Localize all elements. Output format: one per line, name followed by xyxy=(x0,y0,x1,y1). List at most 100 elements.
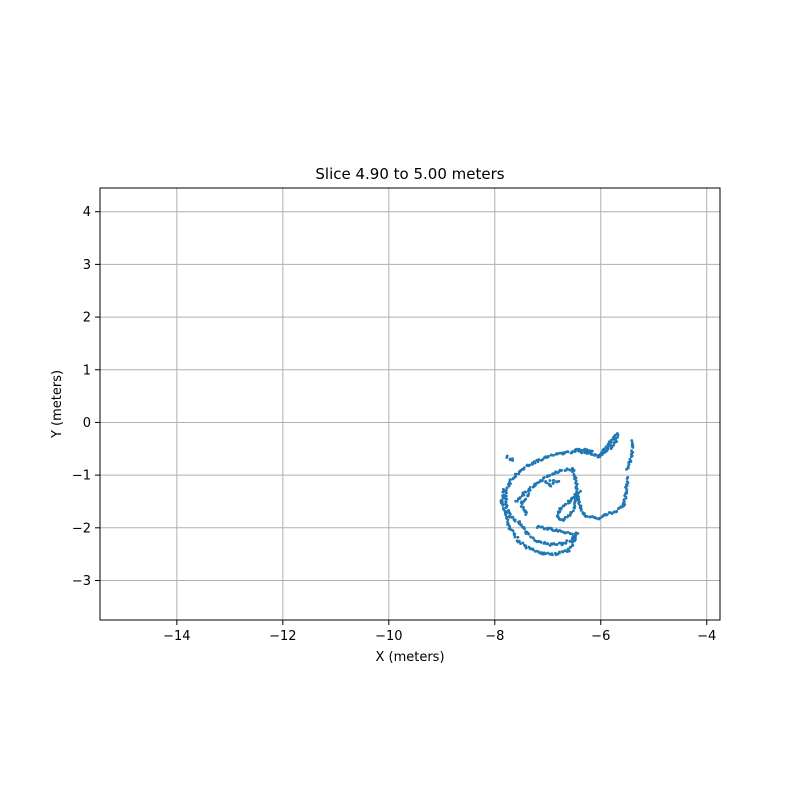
data-point xyxy=(557,480,560,483)
data-point xyxy=(591,453,594,456)
data-point xyxy=(535,459,538,462)
data-point xyxy=(529,486,532,489)
x-tick-label: −10 xyxy=(375,629,402,644)
data-point xyxy=(565,539,568,542)
x-tick-label: −4 xyxy=(697,629,716,644)
y-tick-label: 4 xyxy=(83,205,91,220)
data-point xyxy=(521,506,524,509)
y-tick-label: 2 xyxy=(83,311,91,326)
data-point xyxy=(518,540,521,543)
data-point xyxy=(525,547,528,550)
data-point xyxy=(529,489,532,492)
data-point xyxy=(508,485,511,488)
y-tick-label: 0 xyxy=(83,416,91,431)
data-point xyxy=(626,477,629,480)
data-point xyxy=(526,495,529,498)
data-point xyxy=(552,454,555,457)
data-point xyxy=(552,482,555,485)
data-point xyxy=(610,446,613,449)
data-point xyxy=(572,509,575,512)
data-point xyxy=(524,513,527,516)
data-point xyxy=(531,463,534,466)
data-point xyxy=(566,550,569,553)
data-point xyxy=(552,479,555,482)
y-tick-label: −2 xyxy=(72,521,91,536)
data-point xyxy=(564,516,567,519)
data-point xyxy=(517,536,520,539)
data-point xyxy=(567,450,570,453)
data-point xyxy=(608,511,611,514)
data-point xyxy=(511,478,514,481)
data-point xyxy=(588,450,591,453)
x-tick-label: −8 xyxy=(485,629,504,644)
data-point xyxy=(512,516,515,519)
data-point xyxy=(527,533,530,536)
data-point xyxy=(551,553,554,556)
data-point xyxy=(514,473,517,476)
x-tick-label: −12 xyxy=(269,629,296,644)
x-axis-label: X (meters) xyxy=(375,650,444,665)
data-point xyxy=(631,446,634,449)
x-tick-label: −6 xyxy=(591,629,610,644)
data-point xyxy=(548,527,551,530)
data-point xyxy=(505,506,508,509)
data-point xyxy=(560,469,563,472)
data-point xyxy=(517,472,520,475)
data-point xyxy=(516,500,519,503)
data-point xyxy=(613,441,616,444)
data-point xyxy=(625,492,628,495)
data-point xyxy=(547,455,550,458)
data-point xyxy=(549,484,552,487)
data-point xyxy=(579,490,582,493)
data-point xyxy=(521,492,524,495)
data-point xyxy=(523,527,526,530)
data-point xyxy=(571,533,574,536)
data-point xyxy=(565,542,568,545)
data-point xyxy=(524,491,527,494)
data-point xyxy=(582,511,585,514)
y-axis-label: Y (meters) xyxy=(50,370,65,439)
data-point xyxy=(523,500,526,503)
data-point xyxy=(548,474,551,477)
data-point xyxy=(596,454,599,457)
data-point xyxy=(625,468,628,471)
data-point xyxy=(575,492,578,495)
data-point xyxy=(532,548,535,551)
data-point xyxy=(567,502,570,505)
data-point xyxy=(570,511,573,514)
data-point xyxy=(501,491,504,494)
data-point xyxy=(571,541,574,544)
data-point xyxy=(622,504,625,507)
data-point xyxy=(562,505,565,508)
data-point xyxy=(543,476,546,479)
data-point xyxy=(556,452,559,455)
data-point xyxy=(514,520,517,523)
data-point xyxy=(514,536,517,539)
data-point xyxy=(578,448,581,451)
data-point xyxy=(521,502,524,505)
data-point xyxy=(630,455,633,458)
data-point xyxy=(526,464,529,467)
data-point xyxy=(548,479,551,482)
data-point xyxy=(572,473,575,476)
data-point xyxy=(507,518,510,521)
data-point xyxy=(505,456,508,459)
chart-title: Slice 4.90 to 5.00 meters xyxy=(315,165,504,183)
data-point xyxy=(580,451,583,454)
data-point xyxy=(577,532,580,535)
data-point xyxy=(511,459,514,462)
data-point xyxy=(617,507,620,510)
y-tick-label: −3 xyxy=(72,574,91,589)
data-point xyxy=(573,450,576,453)
data-point xyxy=(505,495,508,498)
data-point xyxy=(540,459,543,462)
data-point xyxy=(540,541,543,544)
y-tick-label: 1 xyxy=(83,363,91,378)
data-point xyxy=(597,517,600,520)
x-tick-label: −14 xyxy=(163,629,190,644)
data-point xyxy=(593,454,596,457)
y-tick-label: −1 xyxy=(72,469,91,484)
y-tick-label: 3 xyxy=(83,258,91,273)
